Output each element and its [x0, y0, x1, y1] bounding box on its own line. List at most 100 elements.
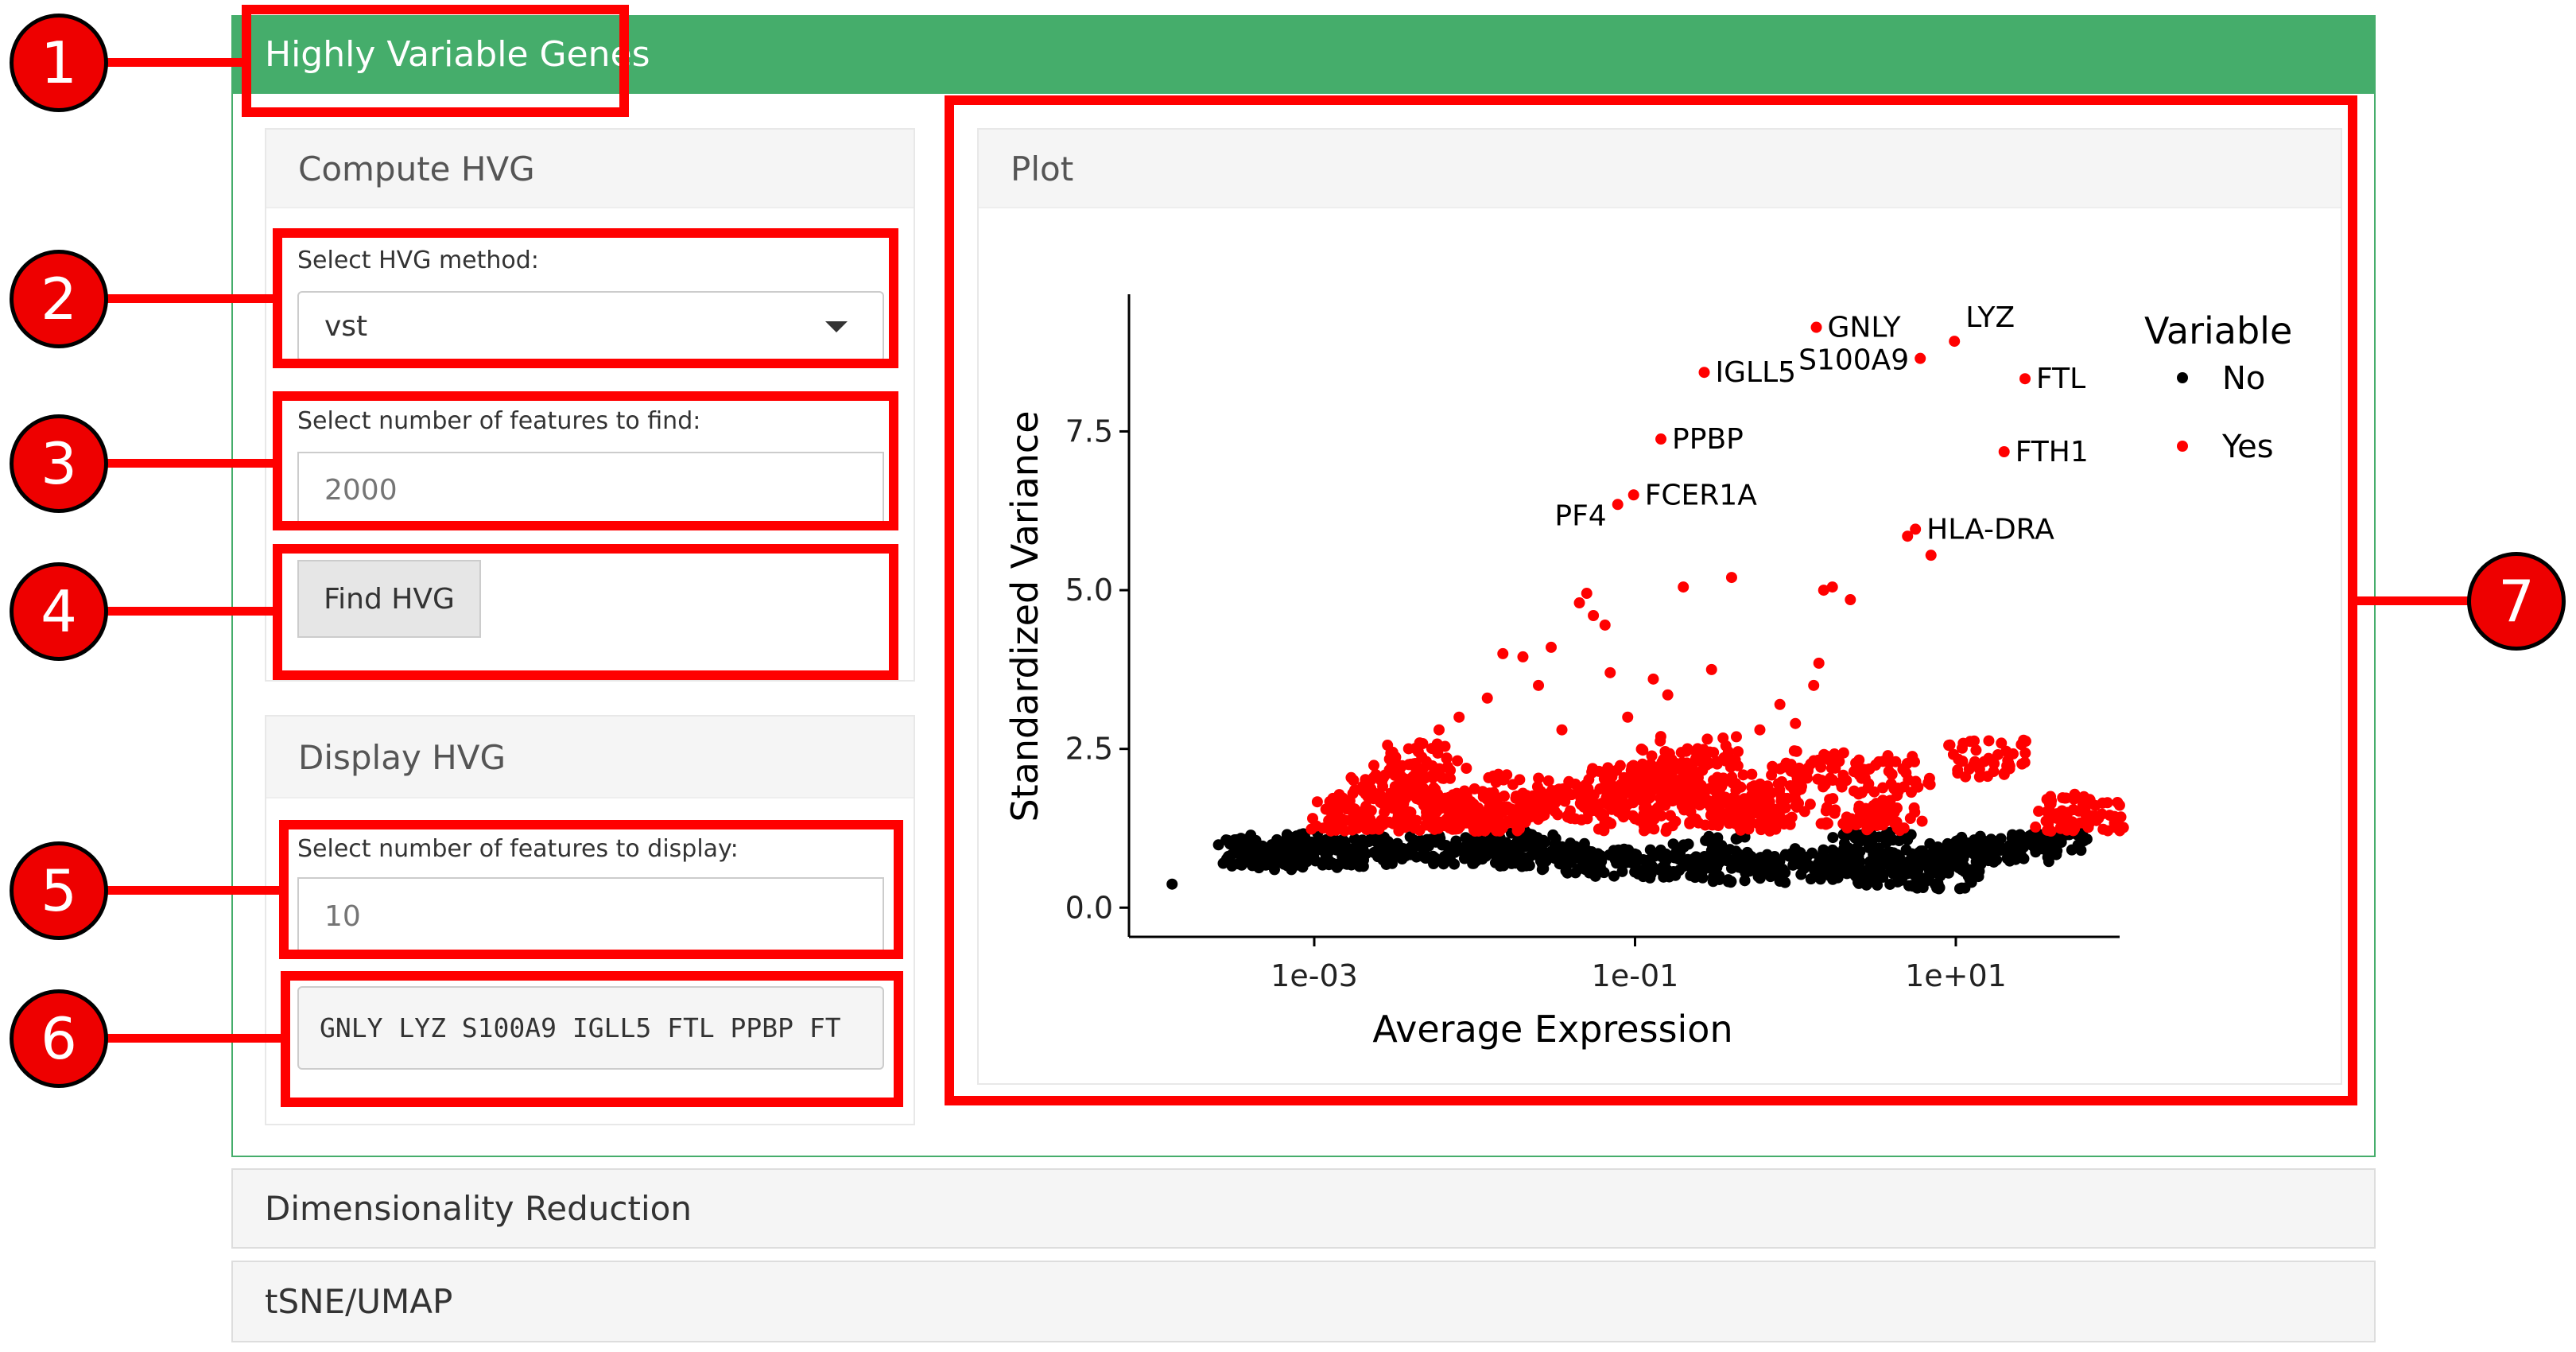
point-yes: [1763, 805, 1775, 817]
point-yes: [1746, 781, 1758, 793]
point-no: [2018, 853, 2030, 864]
section-tsne-umap[interactable]: tSNE/UMAP: [231, 1261, 2376, 1342]
point-yes: [1730, 731, 1742, 743]
point-yes: [1602, 762, 1614, 774]
point-yes: [1868, 786, 1880, 798]
point-yes: [1599, 619, 1611, 631]
point-no: [1703, 830, 1715, 842]
point-no: [1249, 838, 1261, 850]
callout-4: 4: [10, 562, 108, 661]
point-no: [1814, 873, 1826, 885]
ndisplay-input[interactable]: [297, 877, 884, 956]
point-yes: [1686, 798, 1698, 810]
point-yes: [1973, 771, 1985, 783]
section-header-hvg[interactable]: Highly Variable Genes: [231, 15, 2376, 94]
point-yes: [1481, 692, 1493, 704]
point-no: [1578, 837, 1590, 849]
point-no: [1935, 857, 1947, 869]
point-yes: [1390, 752, 1402, 763]
point-no: [1384, 841, 1396, 853]
point-yes: [1395, 818, 1407, 830]
nfeatures-input[interactable]: [297, 452, 884, 529]
point-yes: [1705, 663, 1717, 675]
point-yes: [1575, 782, 1587, 794]
point-yes: [1317, 822, 1329, 834]
point-no: [1852, 834, 1864, 846]
point-yes: [2041, 794, 2053, 806]
point-yes: [1877, 782, 1889, 794]
point-no: [1827, 832, 1839, 844]
point-yes: [1996, 737, 2008, 749]
section-dimensionality-reduction[interactable]: Dimensionality Reduction: [231, 1168, 2376, 1249]
point-yes: [1956, 742, 1968, 754]
point-no: [1569, 867, 1581, 879]
point-no: [1910, 851, 1922, 863]
point-yes: [1498, 774, 1510, 786]
point-no: [1414, 835, 1426, 847]
point-yes: [2101, 797, 2113, 809]
point-no: [1795, 868, 1807, 880]
point-no: [1494, 860, 1506, 872]
point-no: [1868, 845, 1880, 857]
point-yes: [1785, 765, 1797, 777]
point-no: [2041, 841, 2053, 853]
point-no: [1506, 844, 1518, 856]
point-yes: [1744, 792, 1756, 804]
point-no: [1298, 828, 1309, 840]
point-no: [1893, 834, 1905, 846]
point-no: [1910, 864, 1922, 876]
point-yes: [1983, 735, 1995, 747]
point-yes: [1682, 743, 1693, 755]
point-yes: [1808, 679, 1820, 691]
point-yes: [1531, 781, 1543, 793]
point-no: [1299, 845, 1311, 857]
point-yes: [1891, 802, 1903, 814]
point-no: [1880, 829, 1891, 841]
point-yes: [2112, 796, 2124, 808]
point-no: [1962, 870, 1974, 882]
point-yes: [1912, 781, 1924, 793]
hvg-method-select[interactable]: vst: [297, 291, 884, 362]
point-yes: [2019, 747, 2031, 759]
point-no: [1764, 854, 1776, 866]
point-no: [1568, 853, 1580, 864]
point-yes: [1853, 754, 1865, 766]
point-no: [1472, 852, 1484, 864]
point-yes: [2004, 760, 2015, 772]
point-yes: [1622, 711, 1634, 723]
point-no: [1516, 861, 1528, 872]
point-yes: [1608, 797, 1620, 809]
point-yes: [1545, 641, 1557, 653]
find-hvg-button[interactable]: Find HVG: [297, 560, 481, 638]
point-no: [1678, 841, 1690, 853]
point-yes: [1790, 717, 1802, 729]
point-yes: [1375, 814, 1387, 826]
point-no: [1536, 858, 1548, 870]
point-yes: [1614, 760, 1626, 771]
point-yes: [1815, 761, 1827, 773]
point-yes: [1755, 824, 1767, 836]
callout-line-7: [2353, 596, 2473, 605]
point-no: [1307, 841, 1319, 853]
point-no: [2012, 837, 2024, 849]
point-yes: [1704, 757, 1716, 769]
point-no: [1730, 833, 1742, 845]
point-yes: [1925, 550, 1937, 561]
callout-box-3: [273, 391, 898, 530]
point-yes: [1886, 768, 1898, 780]
point-no: [1794, 847, 1806, 859]
point-no: [1373, 832, 1385, 844]
point-yes: [1520, 790, 1532, 802]
callout-7: 7: [2467, 552, 2566, 651]
point-yes: [2085, 810, 2097, 822]
point-no: [1900, 844, 1912, 856]
point-yes: [1456, 805, 1468, 817]
point-no: [1245, 829, 1257, 841]
point-yes: [1857, 763, 1869, 775]
point-yes: [1908, 756, 1920, 767]
point-yes: [1326, 808, 1338, 820]
point-yes: [1426, 769, 1438, 781]
point-yes: [1406, 817, 1418, 829]
point-no: [1956, 831, 1968, 843]
point-yes: [1704, 783, 1716, 794]
